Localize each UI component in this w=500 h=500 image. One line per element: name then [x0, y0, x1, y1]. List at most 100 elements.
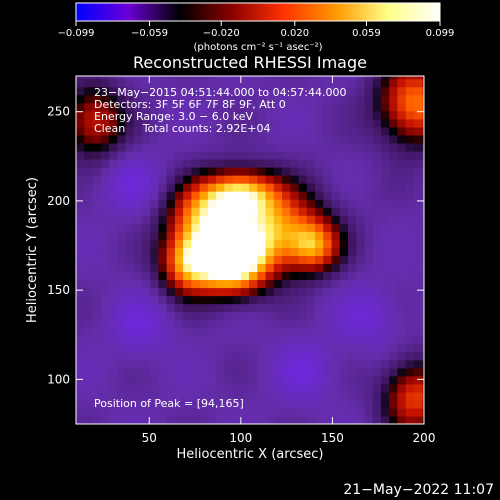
heatmap-cell — [100, 239, 110, 248]
heatmap-cell — [191, 287, 201, 297]
heatmap-cell — [298, 279, 308, 289]
heatmap-cell — [125, 255, 135, 264]
heatmap-cell — [397, 183, 407, 192]
heatmap-cell — [125, 102, 135, 112]
heatmap-cell — [405, 158, 415, 168]
heatmap-cell — [108, 102, 118, 112]
heatmap-cell — [356, 295, 366, 305]
colorbar-tick-label: 0.020 — [280, 28, 309, 39]
heatmap-cell — [174, 263, 184, 273]
heatmap-cell — [92, 263, 102, 273]
heatmap-cell — [125, 78, 135, 88]
heatmap-cell — [240, 150, 250, 160]
heatmap-cell — [125, 142, 135, 152]
heatmap-cell — [174, 215, 184, 224]
heatmap-cell — [150, 415, 160, 424]
heatmap-cell — [166, 255, 176, 264]
heatmap-cell — [240, 415, 250, 424]
heatmap-cell — [356, 215, 366, 224]
heatmap-cell — [273, 94, 283, 104]
heatmap-cell — [422, 279, 424, 289]
heatmap-cell — [290, 295, 300, 305]
heatmap-cell — [183, 110, 192, 120]
heatmap-cell — [183, 351, 192, 361]
heatmap-cell — [117, 271, 127, 281]
heatmap-cell — [315, 167, 324, 176]
heatmap-cell — [224, 399, 234, 409]
heatmap-cell — [150, 263, 160, 273]
heatmap-cell — [224, 375, 234, 385]
heatmap-cell — [347, 207, 357, 216]
heatmap-cell — [356, 319, 366, 329]
heatmap-cell — [100, 255, 110, 264]
heatmap-cell — [298, 110, 308, 120]
heatmap-cell — [100, 263, 110, 273]
heatmap-cell — [422, 102, 424, 112]
heatmap-cell — [397, 375, 407, 385]
heatmap-cell — [257, 150, 267, 160]
heatmap-cell — [265, 247, 275, 256]
heatmap-cell — [108, 142, 118, 152]
heatmap-cell — [389, 367, 399, 377]
heatmap-cell — [76, 359, 85, 369]
heatmap-cell — [273, 383, 283, 393]
heatmap-cell — [413, 167, 423, 176]
heatmap-cell — [141, 375, 151, 385]
heatmap-cell — [84, 118, 94, 128]
heatmap-cell — [273, 199, 283, 208]
heatmap-cell — [158, 367, 168, 377]
heatmap-cell — [298, 86, 308, 96]
heatmap-cell — [158, 175, 168, 184]
heatmap-cell — [76, 271, 85, 281]
heatmap-cell — [257, 86, 267, 96]
heatmap-cell — [141, 351, 151, 361]
heatmap-cell — [356, 167, 366, 176]
heatmap-cell — [125, 359, 135, 369]
heatmap-cell — [174, 239, 184, 248]
heatmap-cell — [364, 158, 374, 168]
heatmap-cell — [249, 391, 258, 401]
heatmap-cell — [207, 118, 217, 128]
heatmap-cell — [207, 215, 217, 224]
heatmap-cell — [224, 295, 234, 305]
heatmap-cell — [183, 391, 192, 401]
heatmap-cell — [76, 255, 85, 264]
heatmap-cell — [347, 150, 357, 160]
heatmap-cell — [174, 86, 184, 96]
heatmap-cell — [108, 239, 118, 248]
heatmap-cell — [339, 76, 349, 80]
heatmap-cell — [92, 359, 102, 369]
heatmap-cell — [347, 76, 357, 80]
heatmap-cell — [174, 391, 184, 401]
heatmap-cell — [158, 215, 168, 224]
heatmap-cell — [397, 102, 407, 112]
heatmap-cell — [174, 343, 184, 353]
heatmap-cell — [331, 150, 341, 160]
heatmap-cell — [372, 359, 382, 369]
heatmap-cell — [158, 183, 168, 192]
heatmap-cell — [306, 110, 316, 120]
heatmap-cell — [422, 110, 424, 120]
heatmap-cell — [372, 279, 382, 289]
heatmap-cell — [150, 319, 160, 329]
heatmap-cell — [422, 295, 424, 305]
heatmap-cell — [397, 383, 407, 393]
heatmap-cell — [158, 327, 168, 337]
heatmap-cell — [257, 351, 267, 361]
heatmap-cell — [84, 295, 94, 305]
heatmap-cell — [240, 383, 250, 393]
heatmap-cell — [273, 271, 283, 281]
heatmap-cell — [364, 295, 374, 305]
heatmap-cell — [339, 183, 349, 192]
heatmap-cell — [413, 375, 423, 385]
heatmap-cell — [356, 335, 366, 345]
heatmap-cell — [183, 335, 192, 345]
heatmap-cell — [141, 183, 151, 192]
heatmap-cell — [339, 407, 349, 417]
heatmap-cell — [331, 223, 341, 232]
heatmap-cell — [191, 383, 201, 393]
heatmap-cell — [364, 327, 374, 337]
heatmap-cell — [224, 183, 234, 192]
heatmap-cell — [356, 76, 366, 80]
